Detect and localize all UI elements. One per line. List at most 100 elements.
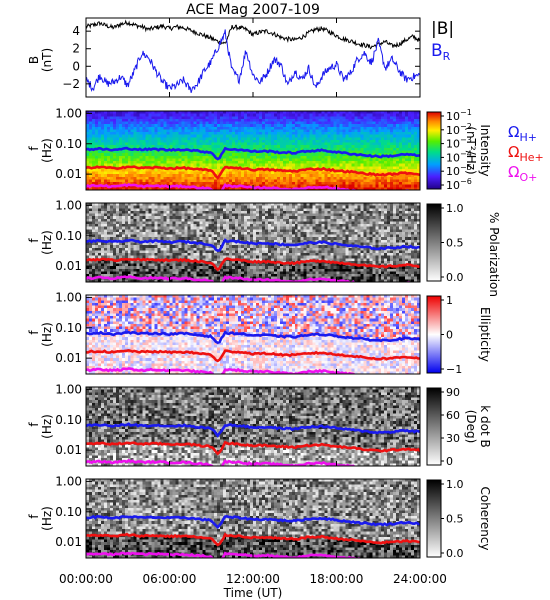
spectrogram-cell: [187, 161, 191, 165]
spectrogram-cell: [148, 226, 153, 230]
spectrogram-cell: [172, 168, 176, 172]
spectrogram-cell: [184, 271, 188, 275]
spectrogram-cell: [238, 129, 242, 133]
spectrogram-cell: [136, 260, 141, 264]
spectrogram-cell: [261, 134, 266, 138]
spectrogram-cell: [220, 216, 224, 220]
spectrogram-cell: [163, 168, 167, 172]
spectrogram-cell: [145, 242, 150, 246]
spectrogram-cell: [157, 111, 161, 115]
spectrogram-cell: [339, 174, 343, 178]
spectrogram-cell: [97, 208, 102, 212]
spectrogram-cell: [202, 134, 206, 138]
spectrogram-cell: [88, 224, 93, 228]
spectrogram-cell: [384, 145, 388, 149]
spectrogram-cell: [354, 174, 358, 178]
spectrogram-cell: [199, 176, 203, 180]
spectrogram-cell: [267, 111, 272, 115]
spectrogram-cell: [199, 268, 203, 272]
spectrogram-cell: [91, 247, 96, 251]
spectrogram-cell: [208, 184, 212, 188]
spectrogram-cell: [279, 153, 284, 157]
spectrogram-cell: [139, 158, 144, 162]
spectrogram-cell: [372, 126, 376, 130]
spectrogram-cell: [208, 210, 212, 214]
spectrogram-cell: [223, 118, 227, 122]
spectrogram-cell: [160, 274, 164, 278]
spectrogram-cell: [91, 250, 96, 254]
spectrogram-cell: [184, 205, 188, 209]
spectrogram-cell: [127, 187, 132, 190]
spectrogram-cell: [217, 221, 221, 225]
spectrogram-cell: [321, 176, 325, 180]
spectrogram-cell: [220, 179, 224, 183]
spectrogram-cell: [136, 163, 141, 167]
spectrogram-cell: [267, 155, 272, 159]
spectrogram-cell: [106, 253, 111, 257]
spectrogram-cell: [160, 126, 164, 130]
spectrogram-cell: [342, 142, 346, 146]
spectrogram-cell: [220, 226, 224, 230]
spectrogram-cell: [160, 139, 164, 143]
spectrogram-cell: [369, 116, 373, 120]
spectrogram-cell: [124, 134, 129, 138]
spectrogram-cell: [154, 168, 158, 172]
spectrogram-cell: [112, 179, 117, 183]
spectrogram-cell: [333, 161, 337, 165]
spectrogram-cell: [348, 184, 352, 188]
spectrogram-cell: [312, 116, 317, 120]
spectrogram-cell: [145, 229, 150, 233]
spectrogram-cell: [232, 271, 236, 275]
spectrogram-cell: [175, 253, 179, 257]
spectrogram-cell: [106, 210, 111, 214]
spectrogram-cell: [91, 111, 96, 115]
spectrogram-cell: [408, 147, 412, 151]
spectrogram-cell: [187, 174, 191, 178]
spectrogram-cell: [181, 176, 185, 180]
spectrogram-cell: [205, 276, 209, 280]
spectrogram-cell: [196, 255, 200, 259]
spectrogram-cell: [345, 124, 349, 128]
spectrogram-cell: [366, 176, 370, 180]
spectrogram-cell: [282, 171, 287, 175]
spectrogram-cell: [202, 161, 206, 165]
spectrogram-cell: [175, 229, 179, 233]
spectrogram-cell: [157, 234, 161, 238]
spectrogram-cell: [336, 113, 340, 117]
spectrogram-cell: [160, 247, 164, 251]
spectrogram-cell: [217, 134, 221, 138]
spectrogram-cell: [330, 142, 334, 146]
spectrogram-cell: [151, 187, 155, 190]
spectrogram-cell: [127, 168, 132, 172]
spectrogram-cell: [300, 132, 305, 136]
spectrogram-cell: [181, 268, 185, 272]
spectrogram-cell: [264, 174, 269, 178]
spectrogram-cell: [244, 139, 248, 143]
spectrogram-cell: [235, 163, 239, 167]
spectrogram-cell: [196, 229, 200, 233]
spectrogram-cell: [88, 126, 93, 130]
spectrogram-cell: [205, 176, 209, 180]
spectrogram-cell: [345, 163, 349, 167]
spectrogram-cell: [348, 126, 352, 130]
spectrogram-cell: [330, 118, 334, 122]
spectrogram-cell: [94, 179, 99, 183]
spectrogram-cell: [148, 168, 153, 172]
spectrogram-cell: [378, 147, 382, 151]
spectrogram-cell: [211, 239, 215, 243]
series-BR-line: [86, 29, 420, 93]
spectrogram-cell: [103, 153, 108, 157]
spectrogram-cell: [154, 163, 158, 167]
spectrogram-cell: [133, 150, 138, 154]
spectrogram-cell: [411, 174, 415, 178]
spectrogram-cell: [118, 234, 123, 238]
spectrogram-cell: [169, 266, 173, 270]
spectrogram-cell: [223, 158, 227, 162]
spectrogram-cell: [276, 142, 281, 146]
spectrogram-cell: [372, 179, 376, 183]
spectrogram-cell: [202, 174, 206, 178]
spectrogram-cell: [238, 153, 242, 157]
spectrogram-cell: [106, 245, 111, 249]
spectrogram-cell: [142, 179, 147, 183]
spectrogram-cell: [267, 142, 272, 146]
